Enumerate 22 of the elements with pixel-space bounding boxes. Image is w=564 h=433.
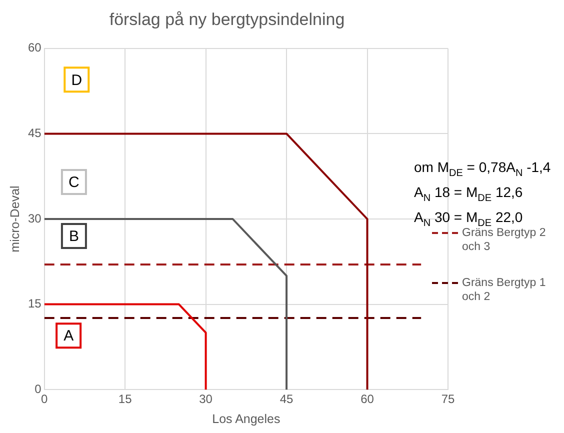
x-tick-label: 75 [441,392,455,406]
x-axis-title: Los Angeles [212,412,280,426]
x-tick-label: 15 [118,392,132,406]
annotation: B [68,228,79,246]
annotation: om M$_{DE}$ = 0,78A$_{N}$ -1,4 [414,158,551,181]
y-tick-label: 0 [34,382,42,396]
annotation: A$_{N}$ 30 = M$_{DE}$ 22,0 [414,208,523,228]
legend-label: Gräns Bergtyp 2 och 3 [462,226,547,254]
annotation: A [64,328,74,345]
y-tick-label: 30 [28,211,42,226]
x-tick-label: 30 [199,392,213,406]
y-tick-label: 45 [28,126,42,140]
legend-label: Gräns Bergtyp 1 och 2 [462,276,547,304]
annotation: A$_{N}$ 18 = M$_{DE}$ 12,6 [414,182,524,206]
y-tick-label: 15 [28,296,42,311]
x-tick-label: 60 [360,392,374,406]
annotation: C [68,174,80,192]
chart-title: förslag på ny bergtypsindelning [109,10,345,29]
annotation: D [71,72,82,89]
x-tick-label: 45 [280,392,294,406]
y-axis-title: micro-Deval [8,186,22,252]
y-tick-label: 60 [28,40,42,55]
